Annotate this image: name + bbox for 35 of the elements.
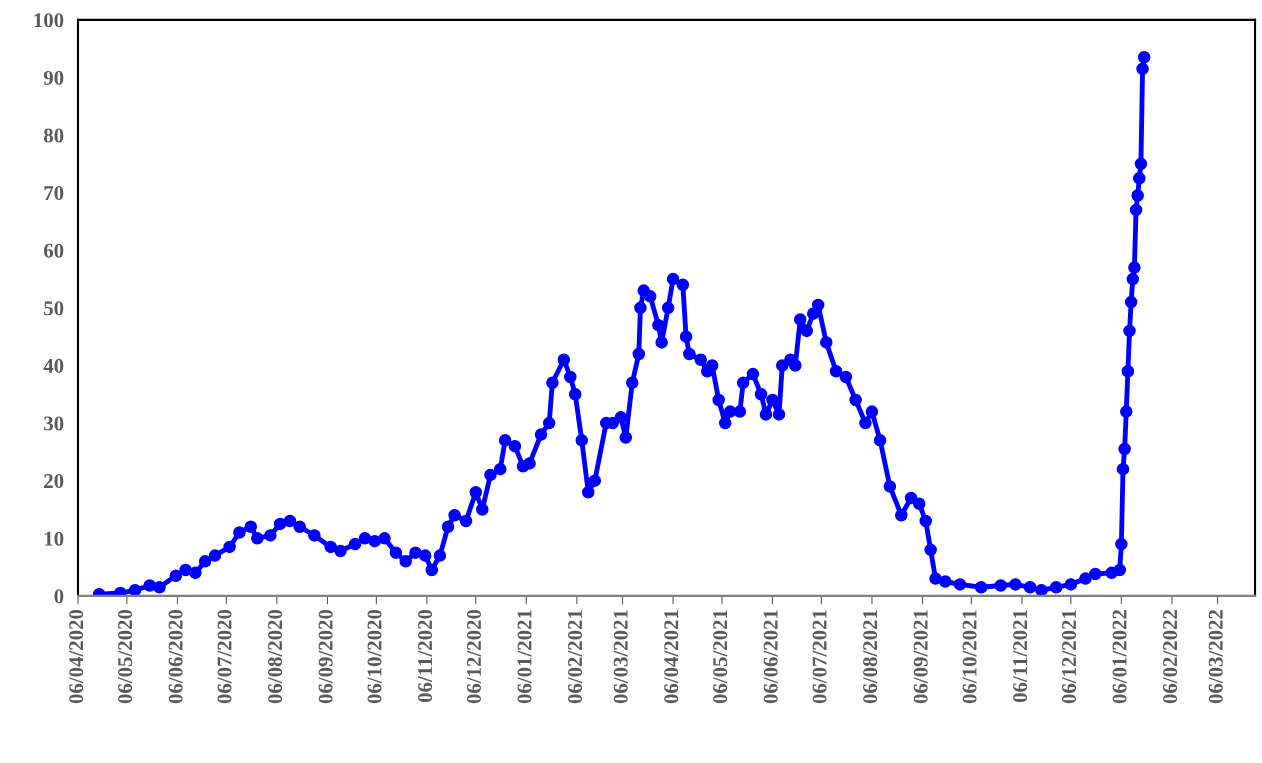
x-tick-label: 06/11/2020 [418, 609, 433, 703]
x-tick-label: 06/07/2021 [812, 610, 827, 704]
x-tick-label: 06/06/2020 [168, 609, 183, 704]
x-tick-label: 06/09/2020 [318, 609, 333, 704]
x-tick-label: 06/03/2022 [1208, 609, 1223, 704]
y-tick-label: 90 [43, 70, 64, 85]
x-tick-label: 06/03/2021 [613, 610, 628, 704]
x-tick-label: 06/02/2022 [1163, 609, 1178, 704]
x-tick-label: 06/12/2021 [1061, 610, 1077, 704]
x-tick-label: 06/05/2021 [713, 610, 728, 704]
y-tick-label: 60 [43, 243, 64, 258]
y-tick-label: 20 [44, 474, 64, 489]
x-tick-label: 06/10/2021 [962, 610, 977, 704]
y-tick-label: 100 [34, 13, 64, 28]
y-tick-label: 40 [43, 358, 64, 373]
y-tick-label: 80 [43, 128, 64, 143]
x-tick-label: 06/08/2020 [268, 609, 283, 704]
x-tick-label: 06/07/2020 [217, 609, 232, 704]
x-tick-label: 06/12/2020 [466, 609, 481, 704]
x-tick-label: 06/05/2020 [118, 609, 133, 704]
y-tick-label: 30 [44, 416, 64, 431]
y-tick-label: 0 [54, 589, 64, 604]
y-tick-label: 10 [44, 531, 64, 546]
x-tick-label: 06/04/2021 [664, 610, 679, 704]
x-tick-label: 06/01/2021 [517, 610, 532, 704]
x-tick-label: 06/10/2020 [367, 609, 382, 704]
y-tick-label: 50 [44, 301, 64, 316]
x-tick-label: 06/09/2021 [913, 610, 928, 704]
x-tick-label: 06/04/2020 [69, 609, 84, 704]
y-tick-label: 70 [44, 186, 64, 201]
x-tick-label: 06/06/2021 [763, 610, 778, 704]
x-tick-label: 06/02/2021 [568, 610, 583, 704]
x-tick-label: 06/11/2021 [1013, 610, 1028, 703]
x-tick-label: 06/08/2021 [863, 610, 878, 704]
x-tick-label: 06/01/2022 [1112, 609, 1127, 704]
